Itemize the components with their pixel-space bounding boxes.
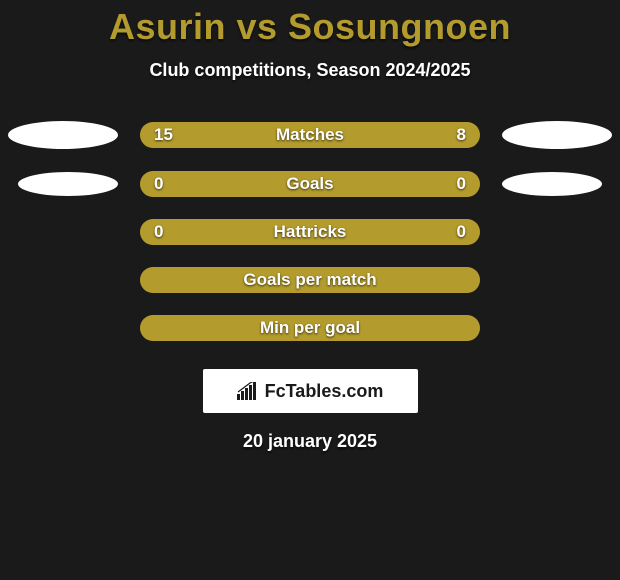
bars-logo-icon	[237, 382, 259, 400]
logo-box[interactable]: FcTables.com	[203, 369, 418, 413]
stat-bar: 15Matches8	[140, 122, 480, 148]
page-title: Asurin vs Sosungnoen	[109, 6, 511, 48]
page: Asurin vs Sosungnoen Club competitions, …	[0, 0, 620, 580]
stat-value-right: 0	[457, 222, 466, 242]
stat-row: 0Goals0	[8, 171, 612, 197]
stat-row: Min per goal	[8, 315, 612, 341]
stat-bar: 0Goals0	[140, 171, 480, 197]
stat-label: Goals	[140, 174, 480, 194]
player-right-ellipse	[502, 172, 602, 196]
player-left-ellipse	[8, 121, 118, 149]
stat-label: Min per goal	[140, 318, 480, 338]
stat-bar: Goals per match	[140, 267, 480, 293]
stat-row: Goals per match	[8, 267, 612, 293]
stat-label: Hattricks	[140, 222, 480, 242]
logo-text: FcTables.com	[265, 381, 384, 402]
stat-value-right: 0	[457, 174, 466, 194]
page-subtitle: Club competitions, Season 2024/2025	[149, 60, 470, 81]
player-left-ellipse	[18, 172, 118, 196]
stat-bar: Min per goal	[140, 315, 480, 341]
stat-value-right: 8	[457, 125, 466, 145]
stat-label: Goals per match	[140, 270, 480, 290]
stat-row: 15Matches8	[8, 121, 612, 149]
stat-bar: 0Hattricks0	[140, 219, 480, 245]
stat-row: 0Hattricks0	[8, 219, 612, 245]
date-text: 20 january 2025	[243, 431, 377, 452]
stat-label: Matches	[140, 125, 480, 145]
player-right-ellipse	[502, 121, 612, 149]
stat-rows: 15Matches80Goals00Hattricks0Goals per ma…	[8, 121, 612, 363]
